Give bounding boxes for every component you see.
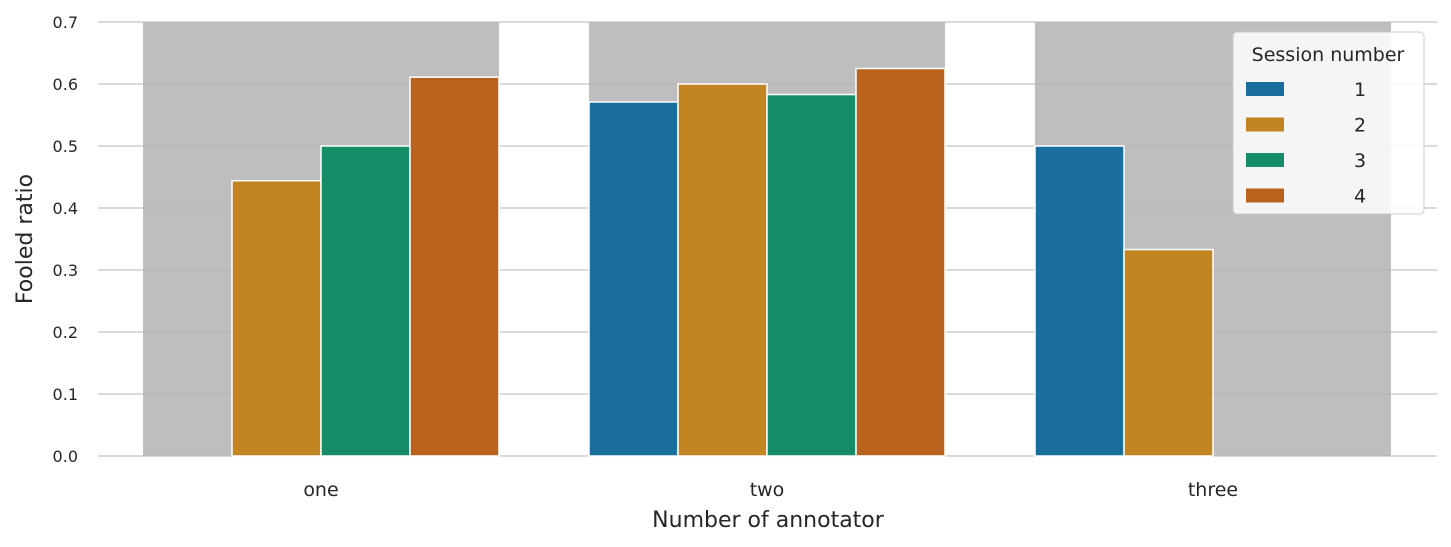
legend: Session number 1 2 3 4: [1232, 31, 1425, 215]
x-tick-label: two: [750, 479, 785, 501]
x-axis-label: Number of annotator: [652, 508, 885, 533]
legend-swatch: [1246, 153, 1284, 167]
legend-swatch: [1246, 82, 1284, 96]
legend-label: 2: [1354, 115, 1366, 137]
x-tick-label: three: [1188, 479, 1238, 501]
y-tick-label: 0.1: [53, 385, 78, 404]
bars: [231, 67, 1214, 457]
bar-three-session-1: [1034, 145, 1125, 457]
y-tick-label: 0.4: [53, 199, 78, 218]
bar-one-session-2: [231, 179, 322, 457]
y-tick-label: 0.6: [53, 75, 78, 94]
x-tick-label: one: [303, 479, 338, 501]
bar-two-session-1: [588, 101, 679, 457]
legend-box: [1232, 31, 1425, 215]
legend-label: 4: [1354, 186, 1366, 208]
legend-title: Session number: [1252, 44, 1405, 66]
legend-swatch: [1246, 188, 1284, 203]
bar-two-session-3: [766, 93, 857, 457]
y-tick-label: 0.2: [53, 323, 78, 342]
x-tick-labels: one two three: [303, 479, 1238, 501]
bar-two-session-2: [677, 83, 768, 457]
legend-label: 3: [1354, 150, 1366, 172]
y-tick-labels: 0.0 0.1 0.2 0.3 0.4 0.5 0.6 0.7: [53, 13, 78, 466]
y-axis-label: Fooled ratio: [13, 174, 38, 304]
bar-one-session-4: [409, 76, 500, 457]
y-tick-label: 0.7: [53, 13, 78, 32]
bar-two-session-4: [855, 67, 946, 457]
bar-three-session-2: [1123, 248, 1214, 457]
legend-swatch: [1246, 117, 1284, 132]
legend-label: 1: [1354, 79, 1366, 101]
y-tick-label: 0.0: [53, 447, 78, 466]
bar-one-session-3: [320, 145, 411, 457]
legend-items: 1 2 3 4: [1246, 79, 1366, 208]
y-tick-label: 0.5: [53, 137, 78, 156]
y-tick-label: 0.3: [53, 261, 78, 280]
